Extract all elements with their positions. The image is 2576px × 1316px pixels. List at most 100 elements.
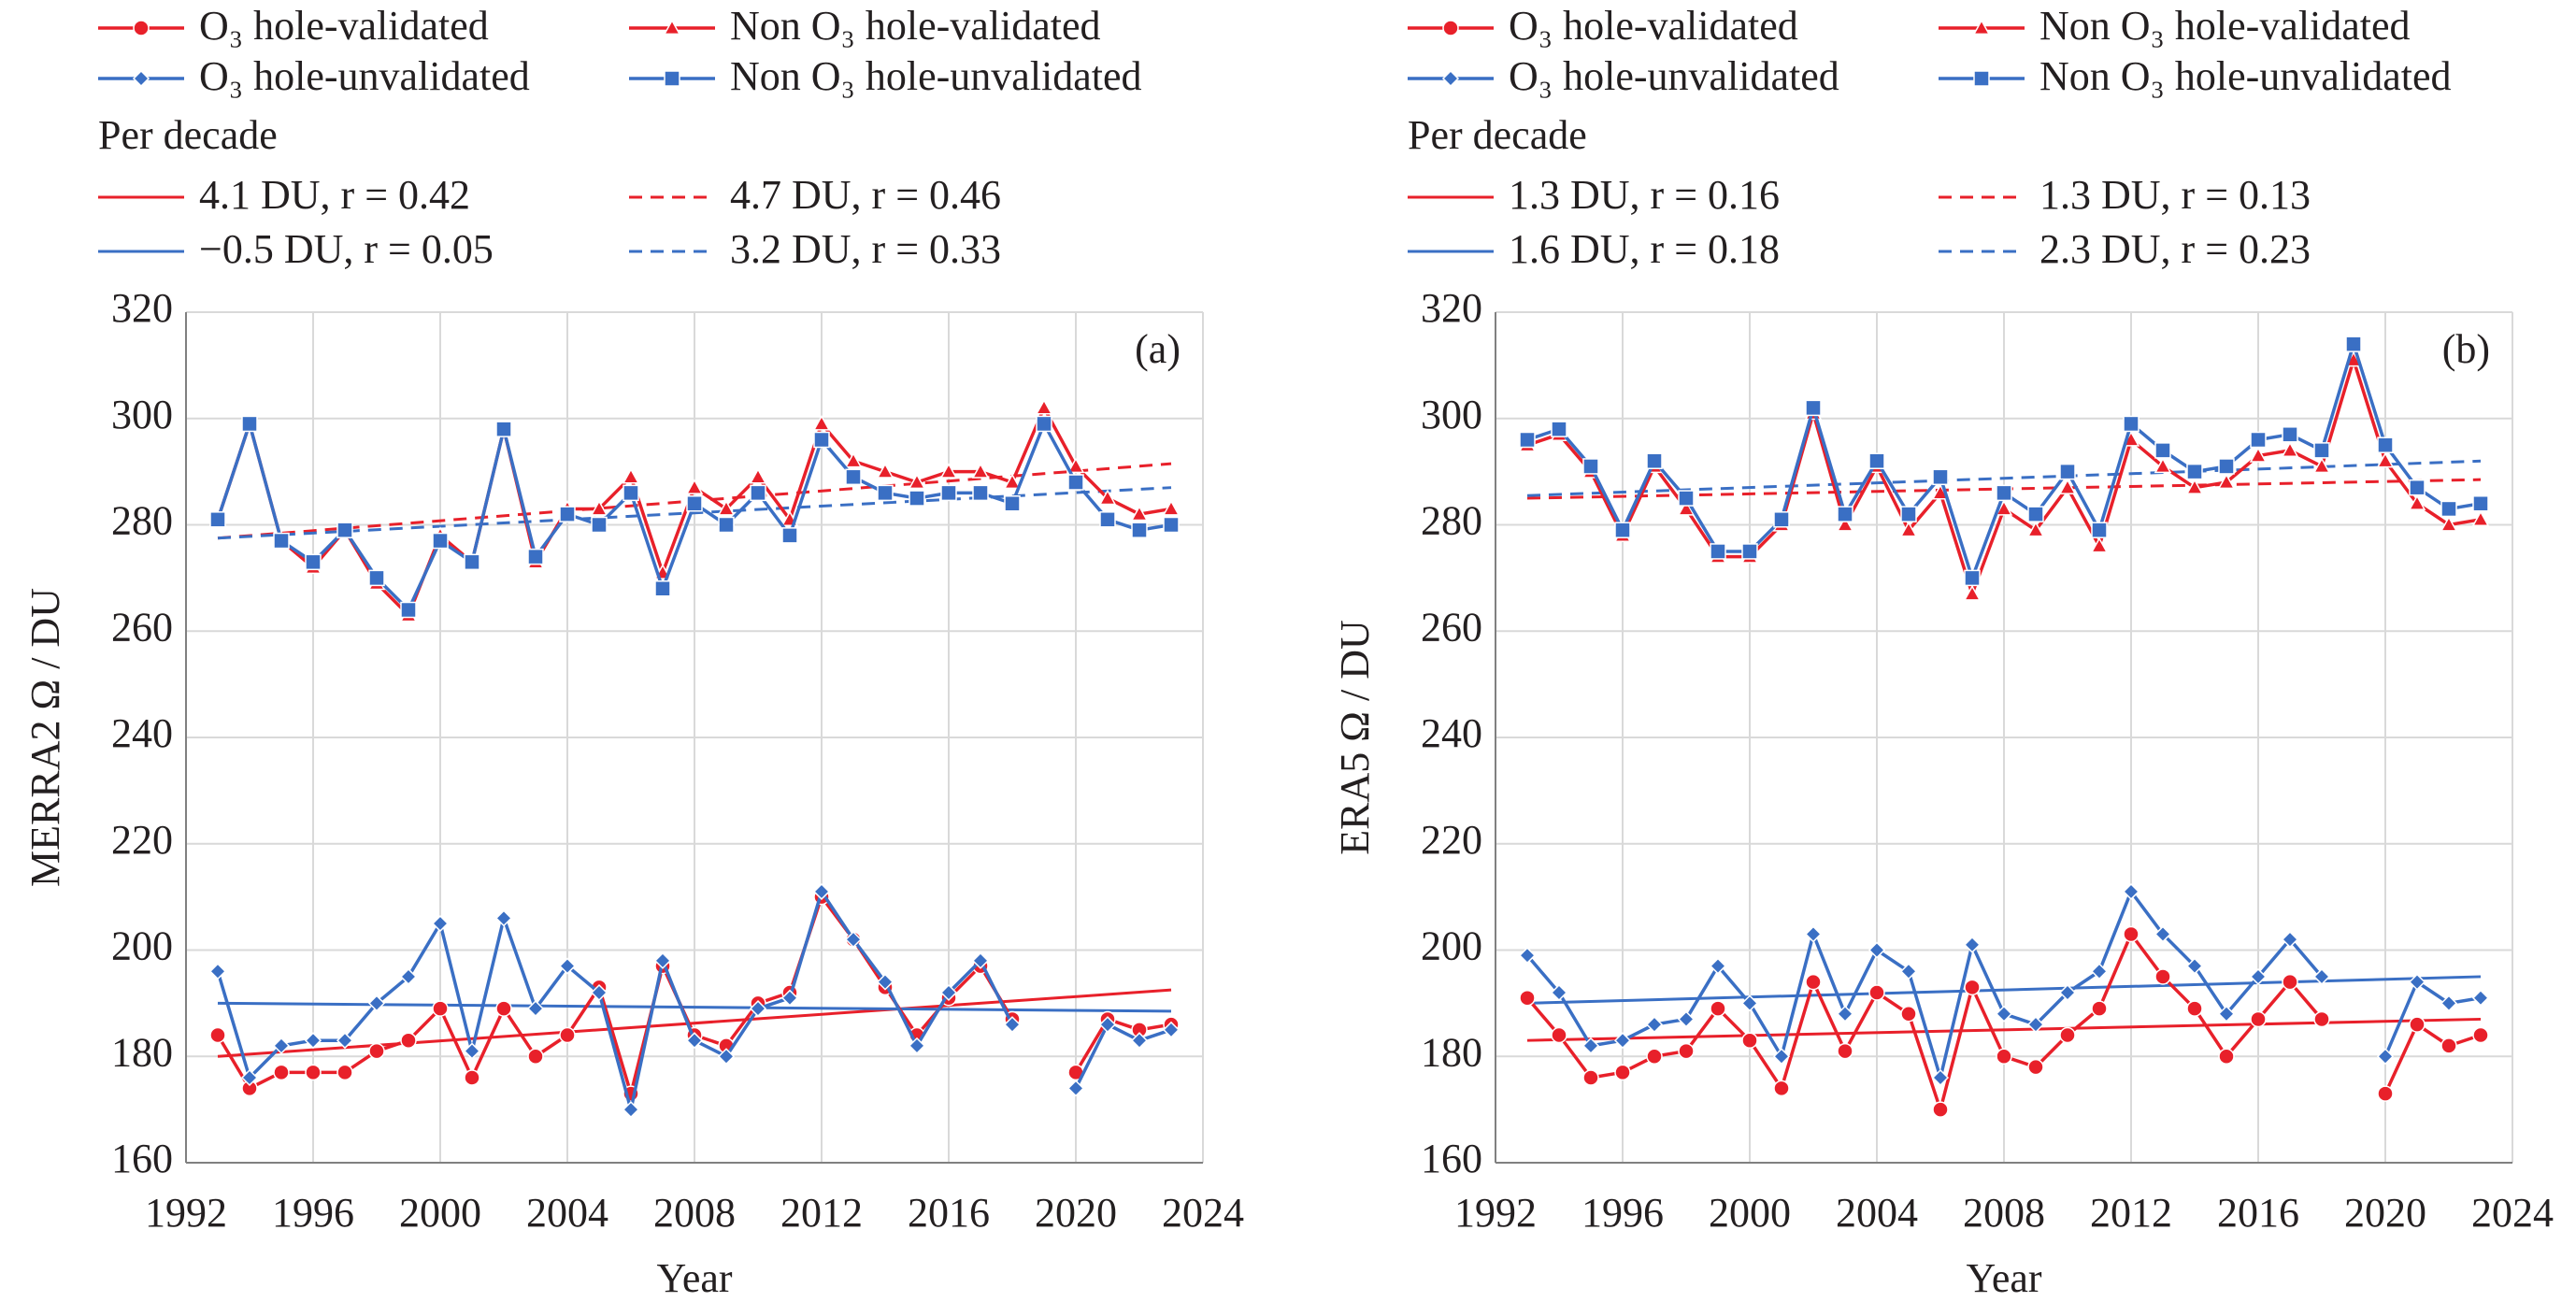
marker [844, 451, 863, 468]
marker [781, 527, 798, 544]
marker [464, 1069, 480, 1086]
marker [2026, 521, 2045, 537]
legend-subtitle: Per decade [1408, 112, 1587, 158]
marker [1804, 925, 1823, 943]
y-tick-label: 180 [1421, 1029, 1482, 1075]
marker [2059, 463, 2076, 480]
marker [2472, 495, 2489, 512]
x-tick-label: 2000 [1709, 1190, 1791, 1236]
marker [431, 915, 450, 933]
marker [2027, 506, 2044, 522]
marker [590, 499, 608, 516]
marker [2058, 479, 2077, 494]
marker [208, 963, 227, 980]
marker [464, 553, 480, 571]
marker [1741, 543, 1758, 560]
marker [2059, 1026, 2076, 1044]
marker [1740, 994, 1759, 1012]
marker [1995, 499, 2013, 516]
legend-label: O₃ hole-validated [199, 3, 489, 49]
legend-label: Non O₃ hole-unvalidated [730, 53, 1142, 99]
marker [240, 1068, 259, 1087]
marker [2282, 426, 2298, 443]
marker [2186, 463, 2203, 480]
marker [2313, 1010, 2330, 1028]
y-tick-label: 200 [1421, 923, 1482, 969]
marker [750, 484, 766, 502]
marker [654, 580, 671, 597]
legend-label: 2.3 DU, r = 0.23 [2039, 226, 2311, 272]
marker [2123, 415, 2140, 433]
marker [1773, 511, 1790, 528]
marker [686, 495, 703, 512]
x-tick-label: 2016 [908, 1190, 990, 1236]
marker [1972, 19, 1991, 36]
marker [336, 1064, 353, 1081]
marker [132, 69, 150, 88]
legend-label: Non O₃ hole-validated [2039, 3, 2411, 49]
marker [1098, 489, 1117, 506]
marker [2376, 1048, 2395, 1066]
marker [909, 490, 925, 507]
y-tick-label: 240 [111, 710, 173, 756]
marker [1805, 399, 1822, 417]
marker [2472, 1026, 2489, 1044]
legend-subtitle: Per decade [98, 112, 278, 158]
marker [876, 973, 894, 991]
marker [241, 415, 258, 433]
y-tick-label: 200 [111, 923, 173, 969]
legend: O₃ hole-validated Non O₃ hole-validated O₃… [98, 3, 1142, 272]
marker [1837, 1042, 1853, 1060]
marker [940, 484, 957, 502]
marker [1582, 458, 1599, 475]
marker [2250, 1010, 2267, 1028]
marker [1003, 473, 1022, 490]
marker [558, 957, 577, 975]
marker [305, 553, 322, 571]
y-tick-label: 320 [1421, 285, 1482, 331]
x-tick-label: 2020 [2344, 1190, 2426, 1236]
marker [1550, 983, 1568, 1002]
marker [717, 1048, 736, 1066]
marker [749, 467, 767, 484]
marker [876, 463, 894, 479]
marker [1518, 947, 1537, 965]
marker [1678, 490, 1695, 507]
marker [1519, 431, 1536, 449]
marker [1067, 474, 1084, 491]
x-tick-label: 2016 [2217, 1190, 2299, 1236]
marker [1614, 1064, 1631, 1081]
legend-label: O₃ hole-unvalidated [199, 53, 530, 99]
marker [663, 19, 681, 36]
legend-label: 4.1 DU, r = 0.42 [199, 172, 470, 218]
marker [2154, 457, 2172, 474]
marker [844, 931, 863, 949]
marker [1678, 1042, 1695, 1060]
marker [2409, 479, 2426, 496]
y-tick-label: 240 [1421, 710, 1482, 756]
x-axis-label: Year [1966, 1255, 2041, 1301]
marker [2313, 442, 2330, 459]
marker [1163, 516, 1180, 534]
marker [2217, 1005, 2236, 1023]
marker [2408, 494, 2426, 510]
marker [971, 463, 990, 479]
trend-line [1526, 459, 2482, 497]
x-tick-label: 1992 [1454, 1190, 1537, 1236]
marker [559, 506, 576, 522]
marker [2440, 515, 2458, 532]
marker [2471, 510, 2490, 526]
marker [1964, 979, 1981, 996]
marker [1581, 1037, 1600, 1054]
y-tick-label: 260 [111, 604, 173, 650]
marker [1066, 457, 1085, 474]
marker [908, 1037, 926, 1054]
marker [2281, 931, 2299, 949]
marker [559, 1026, 576, 1044]
x-tick-label: 2024 [2471, 1190, 2554, 1236]
marker [336, 1032, 354, 1050]
marker [1442, 20, 1459, 36]
marker [273, 532, 290, 550]
marker [2218, 1048, 2235, 1065]
